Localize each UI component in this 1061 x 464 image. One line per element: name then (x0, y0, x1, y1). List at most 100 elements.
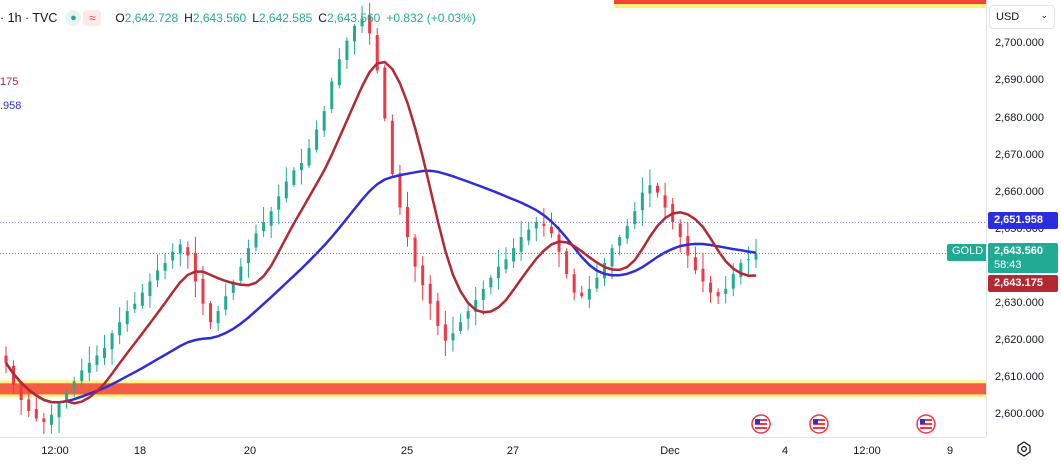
slow-ma-line (4, 169, 757, 404)
candle-body (640, 192, 644, 211)
candle-body (618, 237, 622, 246)
time-tick-label: 25 (400, 445, 414, 457)
candle-body (413, 237, 417, 267)
price-tick-label: 2,670.000 (995, 148, 1044, 161)
candle-body (292, 170, 296, 185)
candle-body (693, 257, 697, 271)
candle-body (277, 196, 281, 210)
candle-body (580, 292, 584, 297)
us-event-icon-1[interactable] (751, 414, 771, 434)
candle-body (49, 414, 53, 425)
candle-body (246, 248, 250, 264)
candle-body (65, 392, 69, 401)
candle-body (368, 15, 372, 34)
time-tick-label: Dec (660, 445, 680, 457)
candle-body (330, 81, 334, 109)
candle-body (716, 292, 720, 297)
candle-body (496, 266, 500, 278)
candle-body (163, 262, 167, 271)
price-tick-label: 2,610.000 (995, 370, 1044, 383)
wave-icon[interactable]: ≈ (83, 10, 102, 26)
price-tick-label: 2,620.000 (995, 333, 1044, 346)
currency-button[interactable]: USD ⌄ (989, 5, 1055, 29)
candle-body (4, 355, 8, 363)
time-axis[interactable]: 12:00 18 20 25 27 Dec 4 12:00 9 (0, 437, 986, 464)
candle-body (633, 211, 637, 225)
candle-body (625, 225, 629, 239)
candle-body (201, 278, 205, 304)
settings-icon[interactable] (1016, 441, 1032, 457)
candle-body (27, 399, 31, 412)
candle-body (663, 195, 667, 208)
symbol-label: · 1h · TVC (0, 11, 58, 25)
price-tick-label: 2,660.000 (995, 185, 1044, 198)
candle-body (587, 288, 591, 300)
candle-body (731, 274, 735, 289)
candle-body (595, 277, 599, 289)
candle-body (239, 266, 243, 281)
candle-body (231, 281, 235, 293)
candle-body (421, 265, 425, 286)
last-price-value: 2,643.560 (994, 245, 1043, 257)
candle-body (352, 25, 356, 42)
candle-body (322, 111, 326, 131)
price-tick-label: 2,700.000 (995, 37, 1044, 50)
candle-body (140, 292, 144, 306)
candle-body (512, 248, 516, 262)
time-tick-label: 4 (781, 445, 789, 457)
candle-body (724, 288, 728, 294)
price-chart[interactable] (0, 0, 986, 437)
time-tick-label: 20 (243, 445, 257, 457)
candle-body (72, 381, 76, 390)
currency-label: USD (996, 11, 1020, 23)
candle-body (224, 296, 228, 310)
candle-body (269, 211, 273, 226)
candle-body (436, 300, 440, 326)
candle-body (209, 303, 213, 323)
us-flag-icon (751, 414, 771, 434)
candle-body (148, 281, 152, 296)
time-tick-label: 12:00 (41, 445, 69, 457)
slow-ma-label: .958 (0, 100, 22, 112)
time-tick-label: 18 (133, 445, 147, 457)
support-zone-core (0, 383, 986, 395)
candle-body (656, 185, 660, 193)
slow-ma-price-tag: 2,651.958 (988, 212, 1058, 229)
candle-body (193, 252, 197, 282)
candle-body (534, 222, 538, 229)
candle-body (678, 223, 682, 238)
time-tick-label: 27 (506, 445, 520, 457)
price-tick-label: 2,630.000 (995, 296, 1044, 309)
candle-body (390, 120, 394, 175)
candle-body (118, 322, 122, 336)
time-tick-label: 9 (946, 445, 954, 457)
candle-body (95, 355, 99, 365)
candle-body (383, 67, 387, 119)
candle-body (481, 288, 485, 300)
candle-body (428, 283, 432, 304)
close-value: C2,643.560 (318, 11, 381, 25)
price-tick-label: 2,600.000 (995, 407, 1044, 420)
us-flag-icon (809, 414, 829, 434)
candle-body (80, 370, 84, 382)
candle-body (360, 18, 364, 27)
price-tick-label: 2,690.000 (995, 74, 1044, 87)
chevron-down-icon: ⌄ (1040, 10, 1048, 20)
candle-body (102, 348, 106, 359)
market-open-icon[interactable]: ● (65, 10, 82, 26)
resistance-zone-core (614, 0, 986, 4)
candle-body (542, 223, 546, 226)
candle-body (398, 173, 402, 208)
us-event-icon-2[interactable] (809, 414, 829, 434)
price-tick-label: 2,680.000 (995, 111, 1044, 124)
ohlc-legend: · 1h · TVC ● ≈ O2,642.728 H2,643.560 L2,… (0, 9, 482, 27)
symbol-tag: GOLD (947, 244, 986, 261)
candle-body (565, 251, 569, 275)
chart-area[interactable] (0, 0, 986, 437)
candle-body (519, 237, 523, 252)
candle-body (504, 259, 508, 270)
us-event-icon-3[interactable] (916, 414, 936, 434)
candle-body (443, 324, 447, 341)
candle-body (254, 233, 258, 248)
candle-body (739, 262, 743, 278)
